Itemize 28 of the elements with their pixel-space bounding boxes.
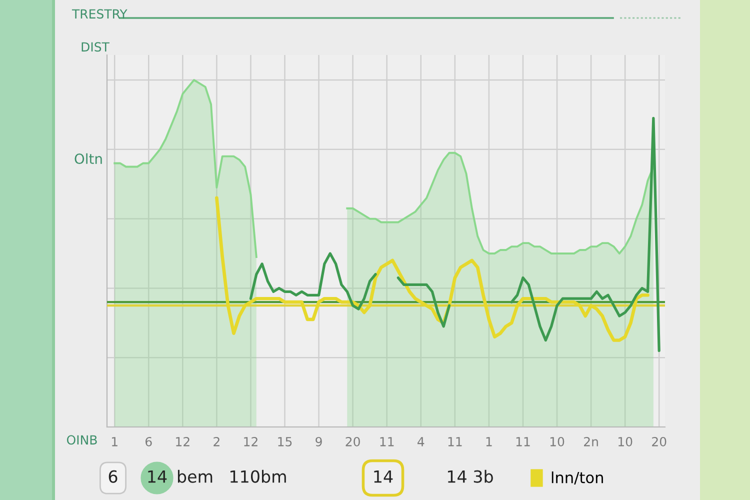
x-tick-label: 9 — [316, 436, 322, 446]
chart-title: TRESTRY — [72, 9, 128, 19]
text: 14 — [148, 470, 167, 483]
text: 110bm — [230, 470, 286, 483]
x-tick-label: 2 — [214, 436, 220, 446]
x-tick-label: 15 — [278, 437, 292, 446]
x-tick-label: 1 — [486, 437, 492, 446]
x-tick-label: 12 — [176, 436, 190, 446]
x-tick-label: 4 — [418, 437, 424, 446]
text: 14 3b — [448, 470, 493, 483]
x-tick-label: 12 — [244, 436, 258, 446]
text: Oltn — [74, 153, 102, 164]
x-tick-label: 11 — [380, 437, 394, 446]
x-tick-label: 20 — [652, 436, 666, 446]
x-axis-title: OINB — [66, 435, 97, 445]
x-tick-label: 2n — [584, 436, 598, 446]
x-tick-label: 20 — [346, 436, 360, 446]
text: 6 — [108, 470, 118, 483]
legend-label: lnn/ton — [552, 471, 603, 484]
text: 14 — [374, 470, 393, 483]
text: bem — [178, 470, 212, 483]
x-tick-label: 1 — [112, 437, 118, 446]
y-axis-title: DIST — [82, 42, 110, 52]
x-tick-label: 10 — [618, 436, 632, 446]
x-tick-label: 11 — [448, 437, 462, 446]
x-tick-label: 11 — [516, 437, 530, 446]
x-tick-label: 6 — [146, 436, 152, 446]
x-tick-label: 10 — [550, 436, 564, 446]
